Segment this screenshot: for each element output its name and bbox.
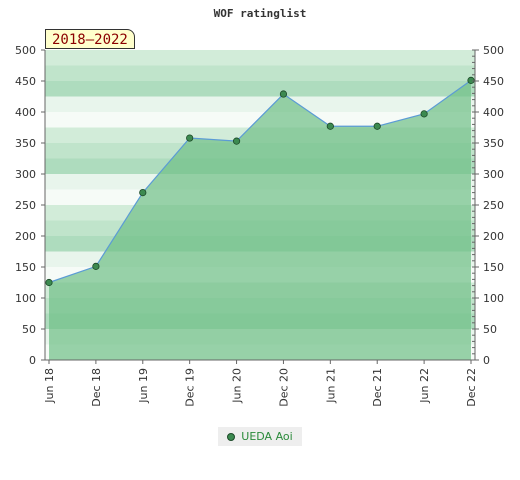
series-area: [49, 80, 471, 360]
y-tick-label-left: 250: [15, 199, 36, 212]
x-tick-label: Dec 22: [465, 368, 478, 407]
data-point[interactable]: [45, 278, 53, 287]
y-tick-label-right: 500: [483, 44, 504, 57]
y-tick-label-left: 150: [15, 261, 36, 274]
x-tick-label: Dec 19: [184, 368, 197, 407]
y-tick-label-left: 500: [15, 44, 36, 57]
area-layer: [49, 80, 471, 360]
x-tick-label: Jun 19: [137, 368, 150, 404]
data-point[interactable]: [373, 122, 381, 130]
y-tick-label-left: 0: [29, 354, 36, 367]
data-point[interactable]: [326, 122, 334, 130]
data-point[interactable]: [186, 134, 194, 142]
background-band: [45, 65, 475, 81]
period-label: 2018–2022: [45, 29, 135, 49]
legend[interactable]: UEDA Aoi: [218, 427, 302, 446]
x-tick-label: Jun 22: [418, 368, 431, 404]
data-point[interactable]: [420, 110, 428, 118]
data-point[interactable]: [92, 262, 100, 270]
y-tick-label-right: 200: [483, 230, 504, 243]
x-tick-label: Jun 20: [231, 368, 244, 404]
series-line: [48, 79, 472, 284]
y-tick-label-left: 100: [15, 292, 36, 305]
y-tick-label-left: 350: [15, 137, 36, 150]
y-tick-label-right: 300: [483, 168, 504, 181]
line-layer: [48, 79, 472, 284]
x-tick-label: Dec 18: [90, 368, 103, 407]
y-tick-label-right: 150: [483, 261, 504, 274]
y-tick-label-left: 450: [15, 75, 36, 88]
chart-title: WOF ratinglist: [214, 7, 307, 20]
y-tick-label-right: 400: [483, 106, 504, 119]
x-tick-label: Jun 18: [43, 368, 56, 404]
x-tick-label: Jun 21: [324, 368, 337, 404]
data-point[interactable]: [467, 76, 475, 84]
y-tick-label-left: 300: [15, 168, 36, 181]
y-tick-label-right: 250: [483, 199, 504, 212]
points-layer: [45, 76, 475, 287]
data-point[interactable]: [232, 137, 241, 145]
y-tick-label-left: 200: [15, 230, 36, 243]
y-tick-label-right: 100: [483, 292, 504, 305]
background-band: [45, 50, 475, 66]
data-point[interactable]: [279, 90, 288, 98]
legend-marker: [227, 432, 236, 441]
y-tick-label-right: 450: [483, 75, 504, 88]
data-point[interactable]: [139, 189, 147, 197]
x-tick-label: Dec 21: [371, 368, 384, 407]
y-tick-label-right: 0: [483, 354, 490, 367]
y-tick-label-right: 350: [483, 137, 504, 150]
y-tick-label-left: 400: [15, 106, 36, 119]
y-tick-label-right: 50: [483, 323, 497, 336]
background-band: [45, 81, 475, 97]
x-tick-label: Dec 20: [277, 368, 290, 407]
axes-layer: 0 0 50 50 100 100 150 150 200 200 250 250 300 300 350 3…: [15, 44, 504, 407]
y-tick-label-left: 50: [22, 323, 36, 336]
background-band: [45, 96, 475, 112]
legend-label: UEDA Aoi: [241, 430, 293, 443]
